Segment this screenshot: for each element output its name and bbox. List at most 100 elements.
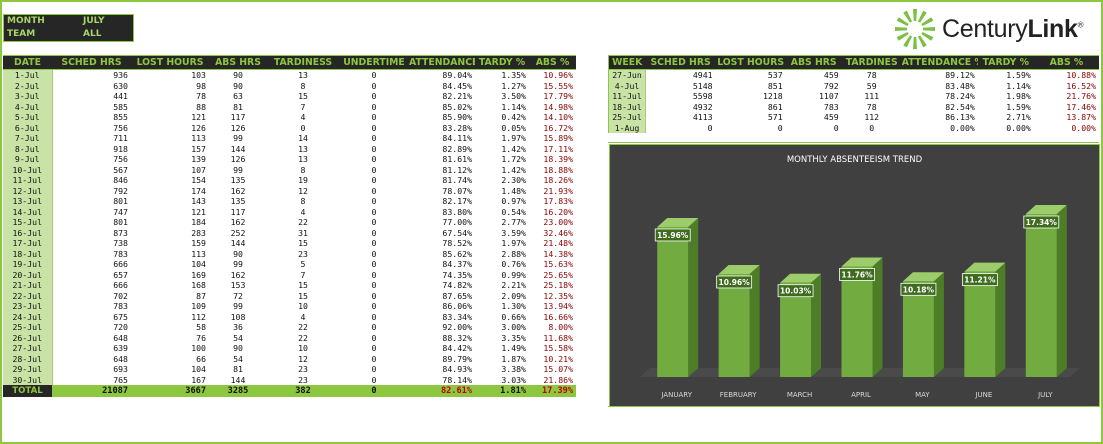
table-cell: 1-Aug bbox=[608, 122, 647, 133]
table-cell: 851 bbox=[767, 80, 783, 91]
table-row: 15-Jul 801 184 162 22 0 77.00% 2.77% 23.00% bbox=[3, 217, 576, 228]
table-cell: 17.79% bbox=[543, 91, 573, 101]
table-cell: 90 bbox=[233, 248, 243, 259]
table-cell: 58 bbox=[196, 322, 206, 332]
table-cell: 104 bbox=[191, 364, 206, 374]
table-cell: 82.21% bbox=[442, 91, 472, 101]
table-cell: 86.13% bbox=[945, 112, 975, 122]
table-cell: 702 bbox=[113, 290, 128, 301]
table-cell: 18.88% bbox=[543, 164, 573, 175]
table-cell: 8 bbox=[300, 164, 306, 175]
month-label: MONTH bbox=[7, 16, 45, 26]
table-cell: 0 bbox=[371, 311, 377, 322]
table-cell: 22-Jul bbox=[3, 290, 53, 301]
table-cell: 5148 bbox=[692, 80, 713, 91]
table-row: 1-Aug 0 0 0 0 0.00% 0.00% 0.00% bbox=[608, 122, 1100, 133]
table-cell: 3-Jul bbox=[3, 91, 53, 102]
table-cell: 82.89% bbox=[442, 143, 472, 154]
table-cell: 12-Jul bbox=[3, 185, 53, 196]
table-cell: 861 bbox=[767, 101, 783, 112]
table-cell: 99 bbox=[233, 301, 243, 311]
table-cell: 90 bbox=[233, 343, 243, 353]
table-cell: 648 bbox=[113, 332, 128, 343]
daily-header-cell: SCHED HRS bbox=[52, 55, 131, 70]
table-cell: 17.46% bbox=[1066, 101, 1096, 112]
table-cell: 666 bbox=[113, 280, 128, 290]
table-cell: 1-Jul bbox=[3, 69, 53, 81]
table-cell: 855 bbox=[113, 112, 128, 122]
table-cell: 0 bbox=[371, 154, 377, 164]
table-cell: 0 bbox=[371, 112, 377, 122]
bar-top bbox=[902, 272, 944, 282]
data-label: 11.21% bbox=[964, 276, 996, 285]
table-row: 11-Jul 5598 1218 1107 111 78.24% 1.98% 21.76% bbox=[608, 91, 1100, 102]
table-row: 7-Jul 711 113 99 14 0 84.11% 1.97% 15.89% bbox=[3, 133, 576, 144]
table-cell: 4932 bbox=[692, 101, 713, 112]
table-cell: 783 bbox=[113, 301, 128, 311]
table-cell: 168 bbox=[191, 280, 206, 290]
bar-side bbox=[688, 217, 699, 377]
table-cell: 10.88% bbox=[1066, 70, 1096, 80]
table-cell: 109 bbox=[191, 301, 206, 311]
table-cell: 585 bbox=[113, 101, 128, 112]
table-cell: 7-Jul bbox=[3, 133, 53, 144]
table-cell: 2.88% bbox=[501, 248, 526, 259]
table-cell: 1.14% bbox=[1006, 80, 1031, 91]
category-label: FEBRUARY bbox=[720, 391, 757, 399]
bar-side bbox=[995, 262, 1006, 377]
table-cell: 30-Jul bbox=[3, 374, 53, 385]
daily-header-cell: DATE bbox=[3, 55, 52, 70]
table-cell: 738 bbox=[113, 238, 128, 248]
table-cell: 21-Jul bbox=[3, 280, 53, 291]
absenteeism-chart-svg: MONTHLY ABSENTEEISM TREND 15.96% JANUARY 10… bbox=[640, 155, 1080, 399]
table-cell: 441 bbox=[113, 91, 128, 101]
table-cell: 4 bbox=[300, 311, 306, 322]
bar bbox=[1025, 214, 1057, 377]
table-cell: 99 bbox=[233, 133, 243, 143]
bar bbox=[780, 282, 812, 377]
data-label: 11.76% bbox=[841, 270, 873, 279]
month-value[interactable]: JULY bbox=[83, 16, 105, 26]
table-cell: 0 bbox=[371, 301, 377, 311]
table-cell: 0.00% bbox=[1006, 122, 1031, 133]
table-cell: 0 bbox=[371, 80, 377, 91]
table-row: 25-Jul 720 58 36 22 0 92.00% 3.00% 8.00% bbox=[3, 322, 576, 333]
table-cell: 756 bbox=[113, 154, 128, 164]
table-cell: 8 bbox=[300, 196, 306, 206]
table-cell: 16-Jul bbox=[3, 227, 53, 238]
table-row: 18-Jul 783 113 90 23 0 85.62% 2.88% 14.38% bbox=[3, 248, 576, 259]
table-cell: 121 bbox=[191, 112, 206, 122]
data-label: 10.03% bbox=[780, 287, 812, 296]
daily-header-cell: UNDERTIME bbox=[339, 55, 409, 70]
table-cell: 162 bbox=[230, 185, 246, 196]
weekly-header-cell: ABS % bbox=[1033, 55, 1099, 70]
table-cell: 113 bbox=[191, 248, 206, 259]
table-cell: 87.65% bbox=[442, 290, 472, 301]
table-cell: 169 bbox=[191, 269, 206, 280]
table-cell: 17.83% bbox=[543, 196, 573, 206]
table-cell: 711 bbox=[113, 133, 128, 143]
daily-header-cell: ATTENDANCE bbox=[409, 55, 475, 70]
table-cell: 83.34% bbox=[442, 311, 472, 322]
team-value[interactable]: ALL bbox=[83, 29, 102, 39]
centurylink-logo: CenturyLink® bbox=[894, 9, 1084, 49]
table-cell: 139 bbox=[191, 154, 206, 164]
table-cell: 16.52% bbox=[1066, 80, 1096, 91]
table-row: 24-Jul 675 112 108 4 0 83.34% 0.66% 16.66% bbox=[3, 311, 576, 322]
table-row: 10-Jul 567 107 99 8 0 81.12% 1.42% 18.88% bbox=[3, 164, 576, 175]
table-cell: 1.87% bbox=[501, 353, 526, 364]
table-cell: 87 bbox=[196, 290, 206, 301]
bar-side bbox=[811, 273, 822, 377]
table-cell: 17.11% bbox=[543, 143, 573, 154]
table-cell: 10.21% bbox=[543, 353, 573, 364]
category-label: MAY bbox=[915, 391, 930, 399]
weekly-header-cell: SCHED HRS bbox=[645, 55, 716, 70]
table-cell: 5 bbox=[300, 259, 306, 269]
table-cell: 113 bbox=[191, 133, 206, 143]
table-cell: 78.24% bbox=[945, 91, 975, 101]
table-cell: 15.55% bbox=[543, 80, 573, 91]
table-cell: 82.54% bbox=[945, 101, 975, 112]
total-cell: TOTAL bbox=[3, 385, 52, 397]
table-row: 20-Jul 657 169 162 7 0 74.35% 0.99% 25.65% bbox=[3, 269, 576, 280]
table-cell: 783 bbox=[823, 101, 839, 112]
